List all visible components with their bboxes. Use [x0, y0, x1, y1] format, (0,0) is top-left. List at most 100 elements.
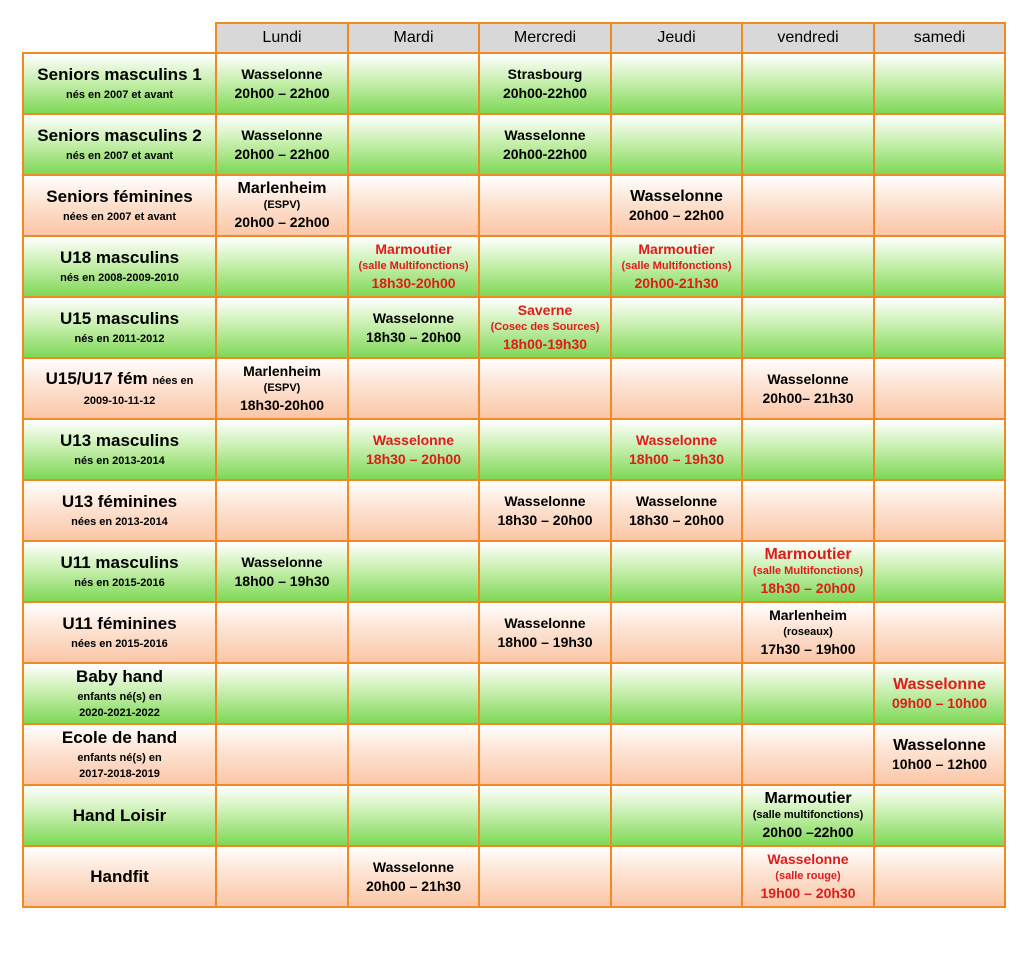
day-cell-samedi: Wasselonne 09h00 – 10h00: [873, 662, 1006, 725]
category-birth-years: nées en 2013-2014: [71, 515, 168, 528]
day-cell-jeudi: [610, 296, 743, 359]
slot-time: 20h00 – 21h30: [366, 877, 461, 894]
schedule-row: Ecole de hand enfants né(s) en 2017-2018-2…: [22, 723, 1006, 786]
category-title: U13 masculins: [59, 430, 180, 450]
day-cell-mardi: [347, 113, 480, 176]
slot-location: Wasselonne: [767, 370, 849, 387]
category-cell: Seniors féminines nées en 2007 et avant: [22, 174, 217, 237]
category-title: Hand Loisir: [72, 805, 167, 825]
slot-location: Wasselonne: [893, 675, 986, 693]
day-cell-mardi: [347, 52, 480, 115]
day-cell-mardi: [347, 601, 480, 664]
day-cell-vendredi: [741, 662, 875, 725]
training-slot: Wasselonne 18h00 – 19h30: [218, 553, 346, 591]
slot-location: Marlenheim: [243, 363, 321, 379]
day-cell-samedi: [873, 601, 1006, 664]
slot-location: Strasbourg: [507, 65, 583, 82]
day-cell-samedi: [873, 479, 1006, 542]
category-cell: Seniors masculins 2 nés en 2007 et avant: [22, 113, 217, 176]
day-cell-lundi: [215, 662, 349, 725]
category-birth-years: nés en 2008-2009-2010: [60, 271, 179, 284]
day-cell-vendredi: Marlenheim (roseaux) 17h30 – 19h00: [741, 601, 875, 664]
schedule-row: Seniors masculins 2 nés en 2007 et avant W…: [22, 113, 1006, 176]
day-cell-mercredi: Strasbourg 20h00-22h00: [478, 52, 612, 115]
category-birth-years: enfants né(s) en: [77, 751, 162, 764]
slot-location: Marmoutier: [375, 241, 452, 257]
category-name: U13 féminines: [25, 492, 214, 512]
schedule-row: Seniors masculins 1 nés en 2007 et avant W…: [22, 52, 1006, 115]
slot-location: Marmoutier: [638, 241, 715, 257]
training-slot: Wasselonne 18h30 – 20h00: [481, 492, 609, 530]
day-cell-mercredi: Wasselonne 18h00 – 19h30: [478, 601, 612, 664]
category-birth-years: nés en 2007 et avant: [65, 88, 173, 101]
slot-time: 19h00 – 20h30: [760, 885, 856, 901]
slot-venue-note: (salle Multifonctions): [358, 260, 469, 272]
day-cell-vendredi: [741, 479, 875, 542]
day-cell-mardi: Wasselonne 18h30 – 20h00: [347, 296, 480, 359]
slot-time: 10h00 – 12h00: [892, 755, 987, 772]
category-birth-years: nés en 2011-2012: [74, 332, 165, 345]
day-cell-jeudi: [610, 52, 743, 115]
schedule-row: U13 féminines nées en 2013-2014 Wasselonne…: [22, 479, 1006, 542]
day-cell-mercredi: [478, 418, 612, 481]
slot-time: 20h00– 21h30: [762, 389, 854, 406]
slot-time: 18h00-19h30: [502, 336, 588, 352]
training-slot: Marlenheim (ESPV) 20h00 – 22h00: [218, 179, 346, 232]
category-title: Ecole de hand: [61, 727, 178, 747]
day-cell-mardi: [347, 174, 480, 237]
day-cell-samedi: [873, 540, 1006, 603]
slot-location: Wasselonne: [635, 431, 718, 448]
slot-location: Marmoutier: [764, 790, 852, 807]
category-name: Ecole de hand: [25, 727, 214, 748]
day-cell-samedi: [873, 845, 1006, 908]
training-slot: Wasselonne 18h00 – 19h30: [613, 431, 740, 469]
day-cell-samedi: [873, 296, 1006, 359]
day-cell-lundi: Marlenheim (ESPV) 18h30-20h00: [215, 357, 349, 420]
day-cell-lundi: Marlenheim (ESPV) 20h00 – 22h00: [215, 174, 349, 237]
day-cell-jeudi: [610, 845, 743, 908]
category-name: U15 masculins: [25, 309, 214, 329]
slot-time: 20h00 – 22h00: [234, 214, 330, 230]
day-cell-mardi: [347, 540, 480, 603]
day-cell-mardi: Marmoutier (salle Multifonctions) 18h30-20…: [347, 235, 480, 298]
day-cell-vendredi: [741, 113, 875, 176]
slot-time: 20h00 – 22h00: [629, 206, 724, 223]
slot-time: 20h00 – 22h00: [234, 84, 330, 101]
category-cell: U15/U17 fém nées en 2009-10-11-12: [22, 357, 217, 420]
category-cell: U11 féminines nées en 2015-2016: [22, 601, 217, 664]
category-title: Seniors féminines: [46, 186, 193, 206]
training-slot: Wasselonne 20h00 – 22h00: [218, 65, 346, 103]
slot-venue-note: (roseaux): [783, 626, 833, 638]
day-cell-samedi: Wasselonne 10h00 – 12h00: [873, 723, 1006, 786]
day-cell-vendredi: [741, 296, 875, 359]
category-cell: Baby hand enfants né(s) en 2020-2021-2022: [22, 662, 217, 725]
slot-location: Wasselonne: [241, 553, 323, 570]
slot-location: Wasselonne: [241, 126, 323, 143]
category-name: U15/U17 fém nées en: [25, 369, 214, 391]
slot-time: 18h30 – 20h00: [760, 580, 856, 596]
slot-time: 18h00 – 19h30: [497, 633, 593, 650]
slot-location: Wasselonne: [504, 126, 586, 143]
slot-time: 20h00-22h00: [502, 84, 588, 101]
category-title: Seniors masculins 1: [37, 64, 202, 84]
day-cell-mercredi: [478, 845, 612, 908]
day-cell-mercredi: Wasselonne 20h00-22h00: [478, 113, 612, 176]
day-cell-samedi: [873, 357, 1006, 420]
day-cell-vendredi: Marmoutier (salle Multifonctions) 18h30 – …: [741, 540, 875, 603]
training-slot: Wasselonne 20h00 – 22h00: [613, 187, 740, 225]
day-cell-lundi: [215, 235, 349, 298]
slot-venue-note: (salle Multifonctions): [621, 260, 732, 272]
category-birth-years-2: 2017-2018-2019: [79, 767, 160, 780]
category-name: U13 masculins: [25, 430, 214, 451]
slot-time: 18h00 – 19h30: [234, 572, 330, 589]
category-name: Handfit: [25, 867, 214, 887]
slot-time: 18h30 – 20h00: [366, 450, 461, 467]
training-slot: Strasbourg 20h00-22h00: [481, 65, 609, 103]
schedule-row: U15/U17 fém nées en 2009-10-11-12 Marlenhe…: [22, 357, 1006, 420]
category-name: Baby hand: [25, 667, 214, 687]
day-cell-mercredi: Saverne (Cosec des Sources) 18h00-19h30: [478, 296, 612, 359]
category-name-suffix: nées en: [152, 374, 194, 387]
category-title: U11 féminines: [62, 613, 177, 633]
training-slot: Wasselonne 09h00 – 10h00: [876, 675, 1003, 713]
day-cell-mercredi: [478, 723, 612, 786]
